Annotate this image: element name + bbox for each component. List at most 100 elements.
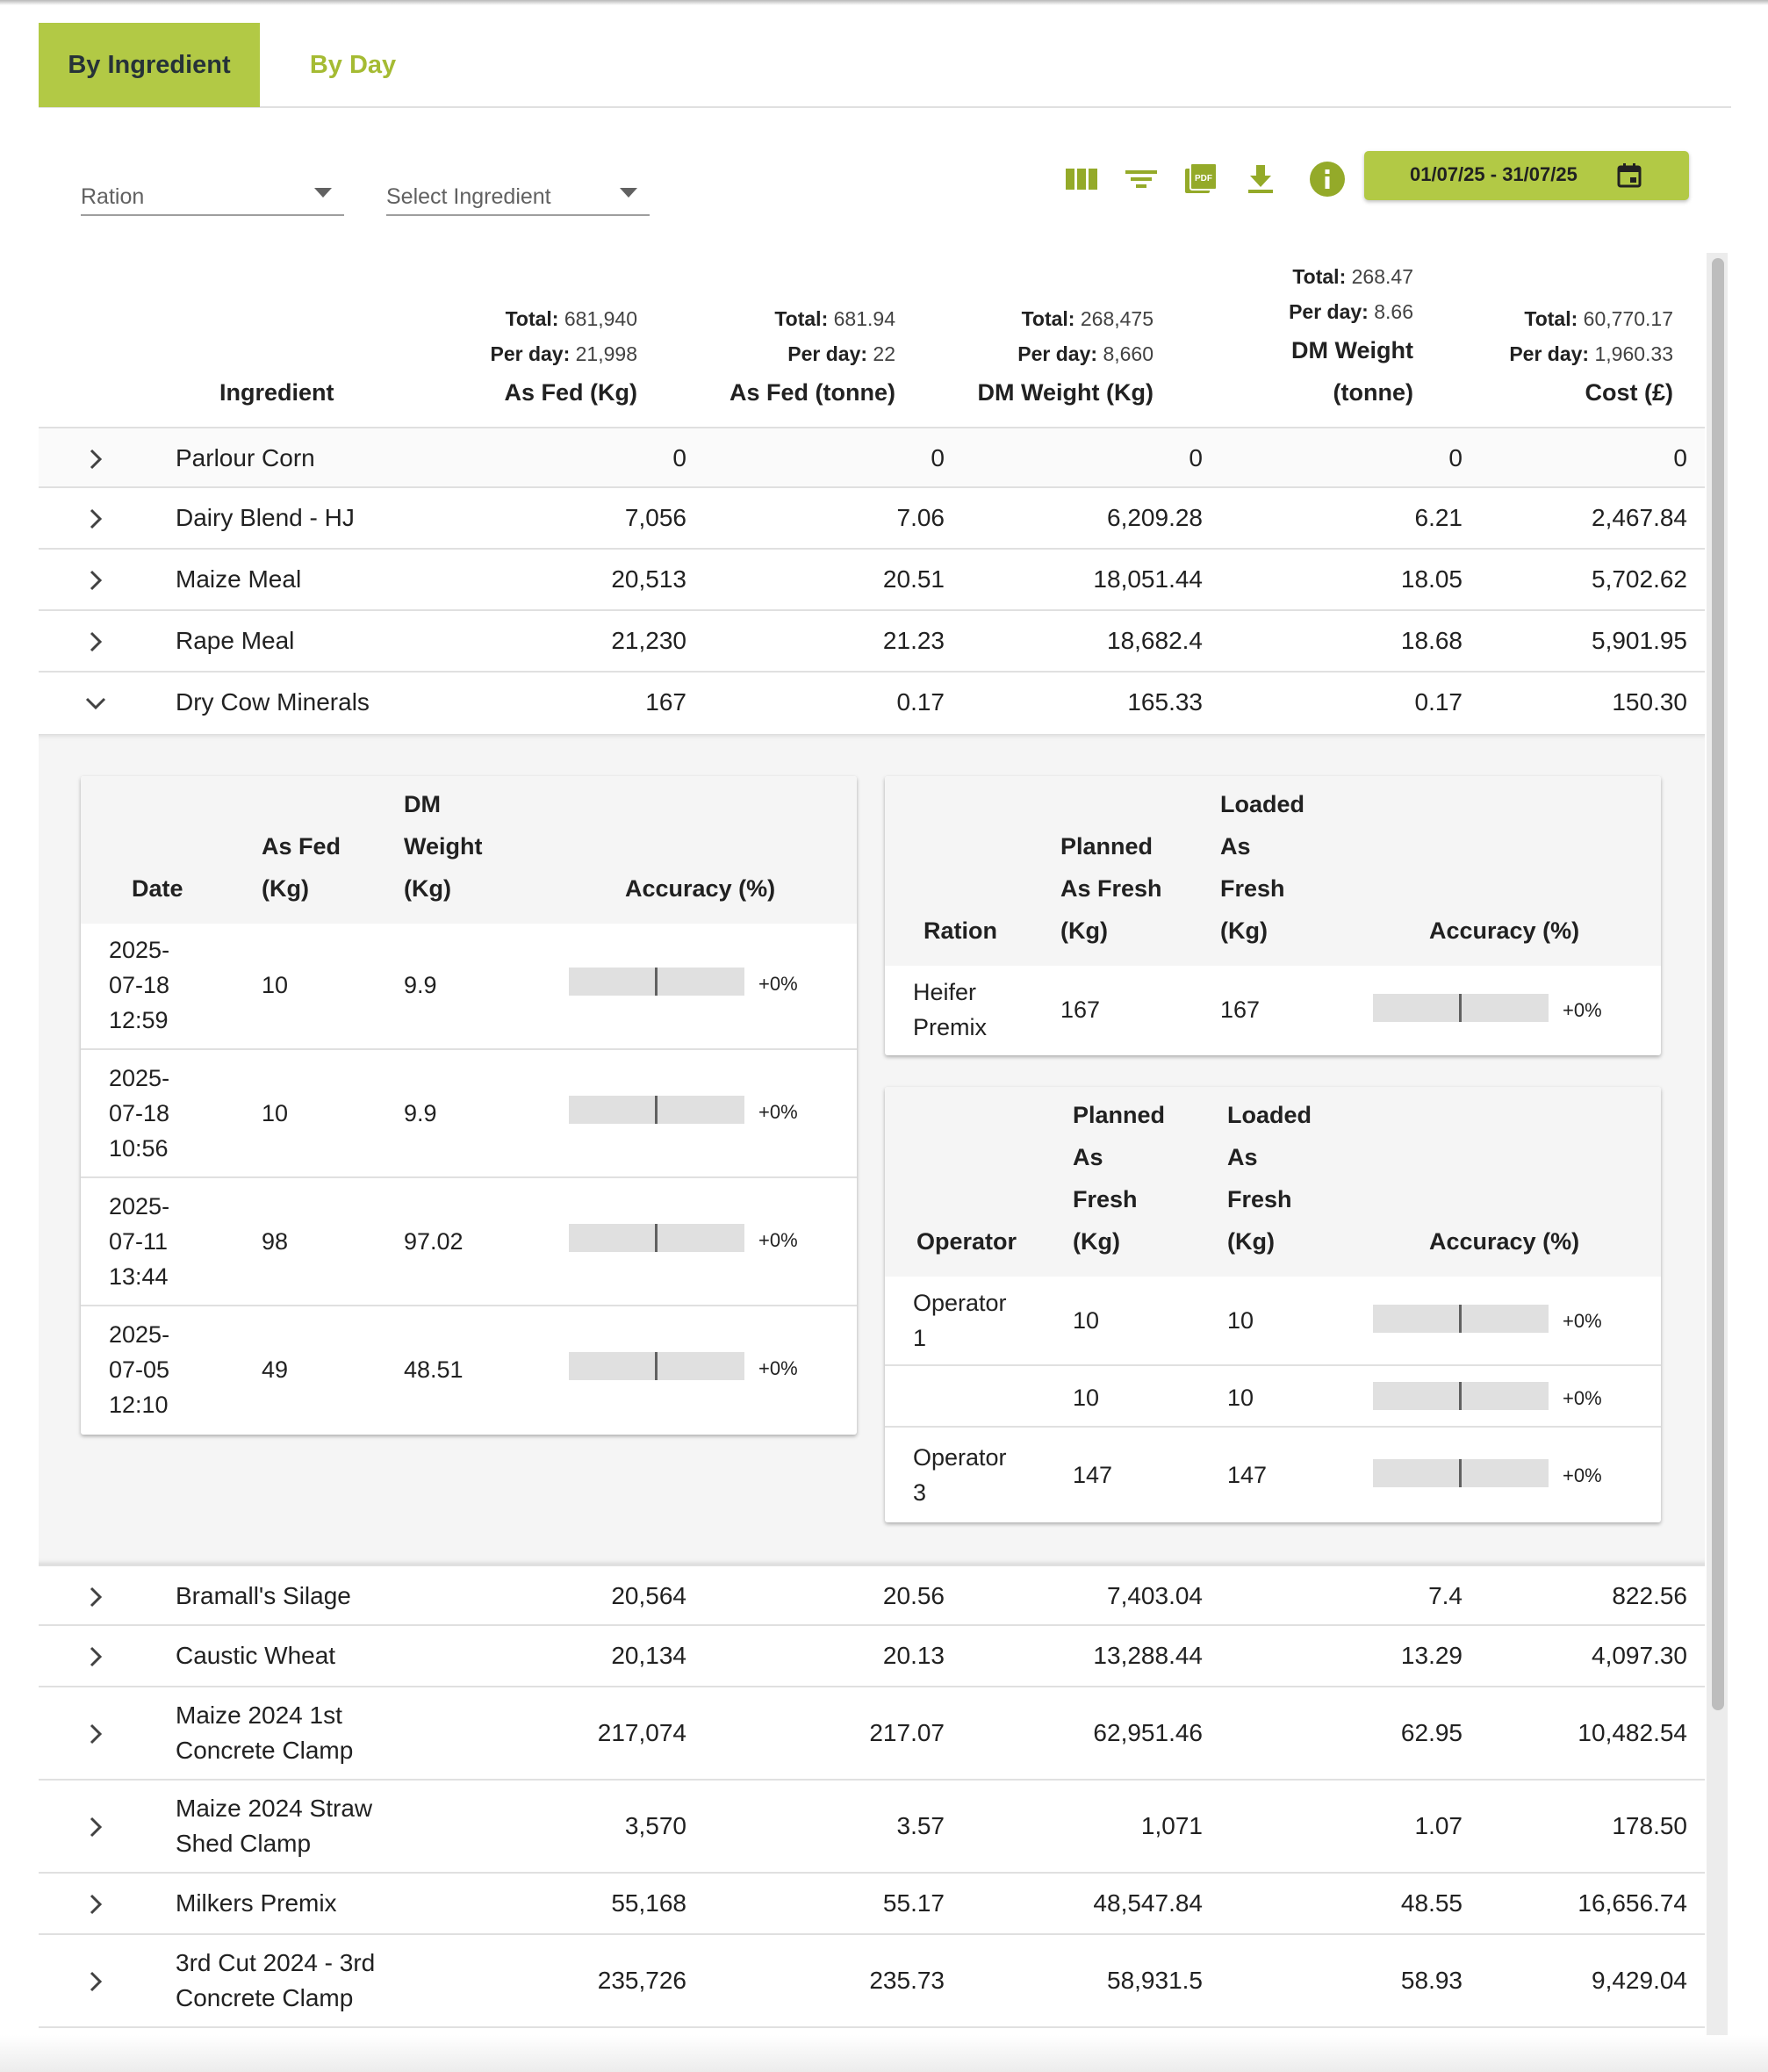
cell-dm-tonne: 6.21 (1414, 504, 1463, 531)
col-header-cost[interactable]: Cost (£) (1585, 379, 1674, 406)
cell-as-fed-kg: 21,230 (611, 627, 686, 654)
cell-as-fed-tonne: 0.17 (896, 688, 945, 716)
download-icon[interactable] (1241, 160, 1280, 198)
cell-as-fed-kg: 217,074 (597, 1719, 686, 1746)
col-header-loaded-unit: (Kg) (1220, 917, 1268, 944)
operator-cell: Operator 1 (913, 1290, 1007, 1351)
cell-as-fed-tonne: 3.57 (896, 1812, 945, 1839)
operator-cell: Operator 3 (913, 1444, 1007, 1506)
cell-dm-tonne: 48.55 (1400, 1889, 1463, 1917)
chevron-right-icon[interactable] (83, 1814, 109, 1840)
table-row-maize-1st-concrete-clamp[interactable]: Maize 2024 1st Concrete Clamp 217,074 217… (39, 1687, 1705, 1781)
cost-per-day: Per day: 1,960.33 (1509, 342, 1673, 365)
tab-by-day[interactable]: By Day (309, 51, 397, 79)
cell-cost: 2,467.84 (1592, 504, 1687, 531)
cell-dm-kg: 1,071 (1140, 1812, 1203, 1839)
col-header-loaded[interactable]: Loaded (1227, 1102, 1312, 1128)
table-row-parlour-corn[interactable]: Parlour Corn 0 0 0 0 0 (39, 427, 1705, 488)
col-header-accuracy[interactable]: Accuracy (%) (625, 875, 776, 902)
cell-as-fed-kg: 235,726 (597, 1967, 686, 1994)
col-header-date[interactable]: Date (132, 875, 183, 902)
accuracy-bar (1373, 1382, 1549, 1410)
svg-text:PDF: PDF (1195, 174, 1212, 183)
ration-select[interactable]: Ration (81, 179, 344, 216)
col-header-planned-unit: (Kg) (1060, 917, 1108, 944)
cell-dm-tonne: 7.4 (1428, 1582, 1463, 1609)
view-column-icon[interactable] (1062, 160, 1101, 198)
col-header-planned-fresh: Fresh (1073, 1186, 1138, 1212)
col-header-dm-weight-kg[interactable]: DM Weight (Kg) (977, 379, 1154, 406)
col-header-dm-weight-tonne[interactable]: DM Weight (1291, 337, 1413, 363)
table-row-bramalls-silage[interactable]: Bramall's Silage 20,564 20.56 7,403.04 7… (39, 1565, 1705, 1626)
cell-cost: 150.30 (1612, 688, 1687, 716)
col-header-as-fed[interactable]: As Fed (262, 833, 341, 860)
pdf-icon[interactable]: PDF (1182, 160, 1220, 198)
cell-dm-tonne: 0.17 (1414, 688, 1463, 716)
cell-dm-tonne: 0 (1448, 444, 1463, 471)
loaded-cell: 147 (1227, 1462, 1268, 1488)
detail-by-ration-card: Ration Planned As Fresh (Kg) Loaded As F… (885, 776, 1661, 1055)
ingredient-select[interactable]: Select Ingredient (386, 179, 650, 216)
chevron-right-icon[interactable] (83, 446, 109, 472)
chevron-right-icon[interactable] (83, 629, 109, 655)
chevron-down-icon[interactable] (83, 690, 109, 716)
chevron-right-icon[interactable] (83, 1968, 109, 1995)
date-range-button[interactable]: 01/07/25 - 31/07/25 (1364, 151, 1689, 200)
cell-dm-tonne: 62.95 (1400, 1719, 1463, 1746)
cell-as-fed-tonne: 235.73 (869, 1967, 945, 1994)
info-icon[interactable] (1308, 160, 1347, 198)
dm-cell: 48.51 (404, 1356, 464, 1383)
table-row-maize-meal[interactable]: Maize Meal 20,513 20.51 18,051.44 18.05 … (39, 550, 1705, 611)
top-shadow (0, 0, 1768, 5)
date-cell: 2025- 07-11 13:44 (109, 1193, 170, 1290)
chevron-right-icon[interactable] (83, 567, 109, 594)
ingredient-name: Maize Meal (176, 565, 302, 593)
col-header-loaded-fresh: Fresh (1227, 1186, 1292, 1212)
col-header-ingredient[interactable]: Ingredient (219, 379, 334, 406)
col-header-operator[interactable]: Operator (916, 1228, 1017, 1255)
col-header-dm[interactable]: DM (404, 791, 441, 817)
table-row-dairy-blend[interactable]: Dairy Blend - HJ 7,056 7.06 6,209.28 6.2… (39, 488, 1705, 550)
tab-by-ingredient[interactable]: By Ingredient (39, 23, 260, 107)
scrollbar-thumb[interactable] (1712, 258, 1724, 1710)
calendar-icon (1617, 163, 1642, 188)
chevron-right-icon[interactable] (83, 1721, 109, 1747)
col-header-dm-weight-tonne-unit: (tonne) (1333, 379, 1413, 406)
table-row-milkers-premix[interactable]: Milkers Premix 55,168 55.17 48,547.84 48… (39, 1874, 1705, 1935)
accuracy-bar (569, 968, 744, 996)
col-header-planned-as-fresh: As Fresh (1060, 875, 1162, 902)
chevron-right-icon[interactable] (83, 506, 109, 532)
col-header-accuracy[interactable]: Accuracy (%) (1429, 1228, 1580, 1255)
table-row-dry-cow-minerals[interactable]: Dry Cow Minerals 167 0.17 165.33 0.17 15… (39, 673, 1705, 734)
cell-as-fed-kg: 3,570 (624, 1812, 686, 1839)
table-row-3rd-cut-concrete-clamp[interactable]: 3rd Cut 2024 - 3rd Concrete Clamp 235,726… (39, 1935, 1705, 2028)
col-header-as-fed-kg[interactable]: As Fed (Kg) (504, 379, 638, 406)
cell-cost: 178.50 (1612, 1812, 1687, 1839)
cell-dm-kg: 58,931.5 (1107, 1967, 1203, 1994)
cell-as-fed-tonne: 20.13 (882, 1642, 945, 1669)
view-tabs: By Ingredient By Day (39, 23, 1731, 108)
col-header-ration[interactable]: Ration (924, 917, 997, 944)
cost-total: Total: 60,770.17 (1524, 307, 1673, 330)
col-header-accuracy[interactable]: Accuracy (%) (1429, 917, 1580, 944)
cell-cost: 822.56 (1612, 1582, 1687, 1609)
chevron-right-icon[interactable] (83, 1584, 109, 1610)
table-row-caustic-wheat[interactable]: Caustic Wheat 20,134 20.13 13,288.44 13.… (39, 1626, 1705, 1687)
ration-cell: Heifer Premix (913, 979, 988, 1040)
table-row-rape-meal[interactable]: Rape Meal 21,230 21.23 18,682.4 18.68 5,… (39, 611, 1705, 673)
col-header-as-fed-tonne[interactable]: As Fed (tonne) (729, 379, 895, 406)
filter-list-icon[interactable] (1122, 160, 1161, 198)
ingredient-select-label: Select Ingredient (386, 184, 551, 209)
accuracy-label: +0% (1563, 1387, 1602, 1409)
col-header-loaded[interactable]: Loaded (1220, 791, 1305, 817)
cell-dm-kg: 7,403.04 (1107, 1582, 1203, 1609)
col-header-planned[interactable]: Planned (1060, 833, 1154, 860)
as-fed-cell: 98 (262, 1228, 289, 1255)
cell-cost: 5,702.62 (1592, 565, 1687, 593)
col-header-planned[interactable]: Planned (1073, 1102, 1166, 1128)
ingredient-name: Rape Meal (176, 627, 295, 654)
chevron-right-icon[interactable] (83, 1644, 109, 1670)
table-row-maize-straw-shed-clamp[interactable]: Maize 2024 Straw Shed Clamp 3,570 3.57 1,… (39, 1781, 1705, 1874)
chevron-right-icon[interactable] (83, 1891, 109, 1917)
col-header-dm-unit: (Kg) (404, 875, 451, 902)
